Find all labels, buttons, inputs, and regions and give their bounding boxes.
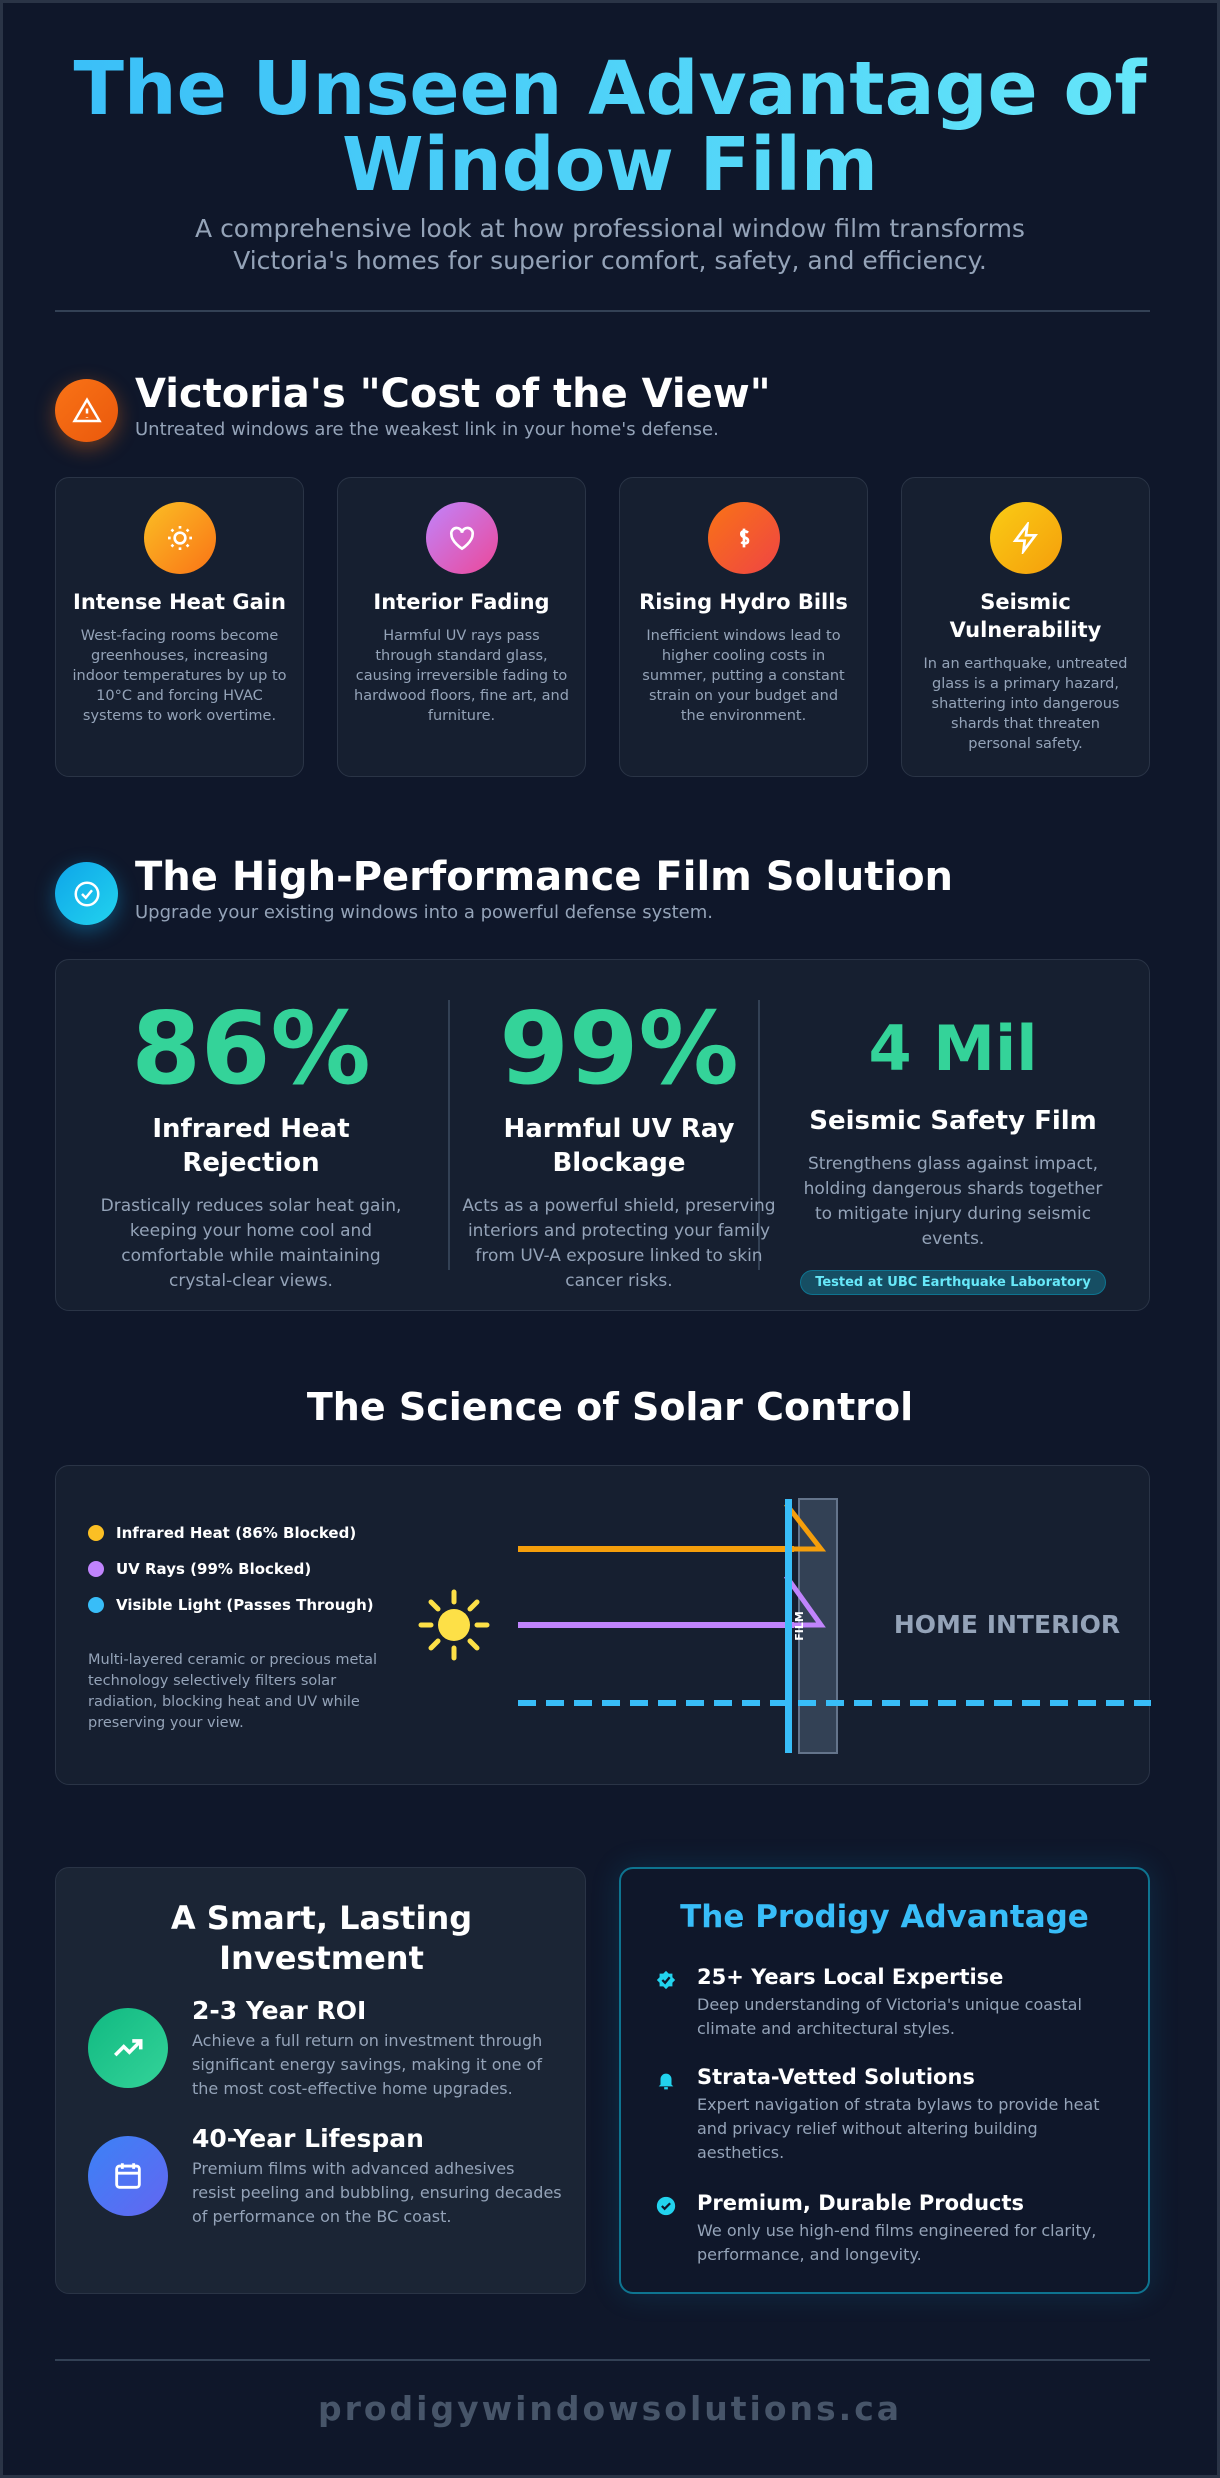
legend-label: UV Rays (99% Blocked) — [116, 1560, 312, 1578]
card-icon — [989, 502, 1062, 574]
item-title: Premium, Durable Products — [697, 2191, 1025, 2215]
divider — [758, 1000, 760, 1270]
item-icon — [655, 2195, 677, 2221]
divider — [448, 1000, 450, 1270]
uv-reflection — [783, 1574, 826, 1628]
problem-card: Rising Hydro Bills Inefficient windows le… — [619, 477, 868, 777]
investment-card: A Smart, Lasting Investment 2-3 Year ROI… — [55, 1867, 586, 2294]
badge: Tested at UBC Earthquake Laboratory — [800, 1270, 1106, 1295]
stat: 99% Harmful UV Ray Blockage Acts as a po… — [454, 960, 784, 1294]
science-panel: Infrared Heat (86% Blocked) UV Rays (99%… — [55, 1465, 1151, 1785]
legend-item: Visible Light (Passes Through) — [88, 1596, 374, 1614]
section-title: The Science of Solar Control — [306, 1385, 914, 1429]
stat: 4 Mil Seismic Safety Film Strengthens gl… — [788, 960, 1118, 1295]
stat: 86% Infrared Heat Rejection Drastically … — [86, 960, 416, 1294]
stat-value: 99% — [499, 990, 739, 1107]
card-icon — [707, 502, 780, 574]
calendar-icon — [88, 2136, 168, 2216]
problem-card: Intense Heat Gain West-facing rooms becom… — [55, 477, 304, 777]
divider — [55, 310, 1150, 312]
stat-label: Harmful UV Ray Blockage — [503, 1114, 735, 1178]
item: Strata-Vetted Solutions Expert navigation… — [697, 2065, 1117, 2165]
card-text: West-facing rooms become greenhouses, in… — [72, 628, 287, 724]
item-text: We only use high-end films engineered fo… — [697, 2221, 1097, 2264]
card-text: Inefficient windows lead to higher cooli… — [642, 628, 845, 724]
subtitle: A comprehensive look at how professional… — [195, 214, 1025, 275]
item: 40-Year Lifespan Premium films with advan… — [192, 2124, 562, 2229]
stat-label: Infrared Heat Rejection — [152, 1114, 350, 1178]
description: Multi-layered ceramic or precious metal … — [88, 1652, 378, 1731]
title: The Unseen Advantage of Window Film — [3, 51, 1217, 203]
advantage-card: The Prodigy Advantage 25+ Years Local Ex… — [619, 1867, 1150, 2294]
item-text: Premium films with advanced adhesives re… — [192, 2159, 562, 2226]
section-title: The High-Performance Film Solution — [135, 854, 954, 900]
legend-label: Visible Light (Passes Through) — [116, 1596, 374, 1614]
card-title: Rising Hydro Bills — [639, 590, 848, 614]
card-title: Seismic Vulnerability — [949, 590, 1102, 642]
section-subtitle: Untreated windows are the weakest link i… — [135, 419, 719, 440]
stat-text: Drastically reduces solar heat gain, kee… — [100, 1196, 402, 1291]
item-icon — [655, 1969, 677, 1995]
divider — [55, 2359, 1150, 2361]
section-title: Victoria's "Cost of the View" — [135, 371, 771, 417]
item-icon — [655, 2069, 677, 2095]
legend-item: UV Rays (99% Blocked) — [88, 1560, 311, 1578]
item-title: 2-3 Year ROI — [192, 1996, 367, 2025]
sun — [418, 1589, 490, 1661]
item-title: 40-Year Lifespan — [192, 2124, 424, 2153]
interior-label: HOME INTERIOR — [894, 1610, 1120, 1639]
card-text: Harmful UV rays pass through standard gl… — [354, 628, 569, 724]
card-text: In an earthquake, untreated glass is a p… — [923, 656, 1128, 752]
warning-icon — [55, 379, 118, 442]
problem-card: Seismic Vulnerability In an earthquake, u… — [901, 477, 1150, 777]
footer: prodigywindowsolutions.ca — [317, 2389, 903, 2428]
stat-value: 4 Mil — [868, 1012, 1038, 1085]
stat-text: Strengthens glass against impact, holdin… — [803, 1154, 1103, 1249]
card-title: Intense Heat Gain — [73, 590, 286, 614]
card-title: Interior Fading — [373, 590, 550, 614]
stat-label: Seismic Safety Film — [809, 1106, 1097, 1136]
item: 2-3 Year ROI Achieve a full return on inv… — [192, 1996, 562, 2101]
item: Premium, Durable Products We only use hig… — [697, 2191, 1117, 2267]
check-icon — [55, 862, 118, 925]
diagram: FILM HOME INTERIOR — [418, 1498, 1151, 1754]
stats-panel: 86% Infrared Heat Rejection Drastically … — [55, 959, 1150, 1311]
stat-value: 86% — [131, 990, 371, 1107]
item-text: Expert navigation of strata bylaws to pr… — [697, 2095, 1100, 2162]
film — [785, 1499, 792, 1753]
item-text: Achieve a full return on investment thro… — [192, 2031, 543, 2098]
legend-item: Infrared Heat (86% Blocked) — [88, 1524, 356, 1542]
item-title: 25+ Years Local Expertise — [697, 1965, 1004, 1989]
item-text: Deep understanding of Victoria's unique … — [697, 1995, 1082, 2038]
section-subtitle: Upgrade your existing windows into a pow… — [135, 902, 714, 923]
trend-icon — [88, 2008, 168, 2088]
legend-label: Infrared Heat (86% Blocked) — [116, 1524, 357, 1542]
infrared-reflection — [784, 1502, 827, 1552]
stat-text: Acts as a powerful shield, preserving in… — [462, 1196, 776, 1291]
problem-card: Interior Fading Harmful UV rays pass thro… — [337, 477, 586, 777]
card-icon — [425, 502, 498, 574]
card-icon — [143, 502, 216, 574]
item-title: Strata-Vetted Solutions — [697, 2065, 975, 2089]
item: 25+ Years Local Expertise Deep understand… — [697, 1965, 1117, 2041]
card-title: The Prodigy Advantage — [680, 1899, 1089, 1935]
card-title: A Smart, Lasting Investment — [170, 1899, 473, 1977]
film-label: FILM — [793, 1611, 806, 1641]
